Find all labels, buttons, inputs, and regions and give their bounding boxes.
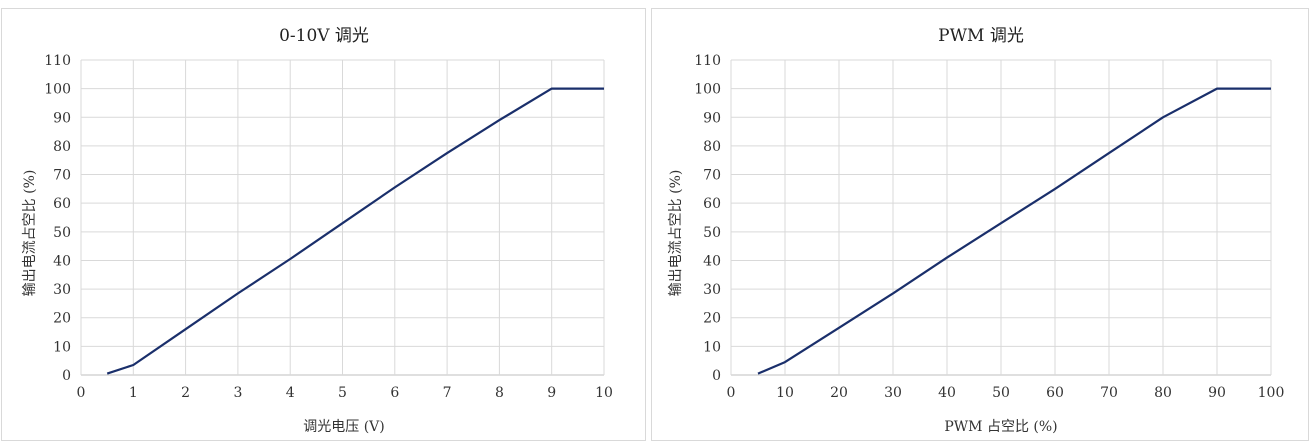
y-tick-label: 80 bbox=[703, 139, 721, 155]
y-tick-label: 20 bbox=[53, 311, 71, 327]
y-tick-label: 60 bbox=[703, 196, 721, 212]
plot-area: 0 10 20 30 40 50 60 70 80 90 100 110 0 10 20 30 40 50 60 70… bbox=[694, 53, 1284, 401]
chart-panel-0-10v: 0-10V 调光 调光电压 (V) 输出电流占空比 (%) 0 10 20 30 40 5… bbox=[1, 8, 646, 441]
chart-title: PWM 调光 bbox=[938, 26, 1024, 46]
y-tick-label: 90 bbox=[703, 110, 721, 126]
y-tick-label: 70 bbox=[703, 168, 721, 184]
series-line bbox=[106, 87, 604, 375]
x-tick-label: 0 bbox=[77, 385, 86, 401]
x-tick-label: 70 bbox=[1100, 385, 1118, 401]
y-tick-label: 80 bbox=[53, 139, 71, 155]
x-tick-label: 30 bbox=[884, 385, 902, 401]
x-tick-label: 3 bbox=[233, 385, 242, 401]
x-tick-label: 2 bbox=[181, 385, 190, 401]
y-tick-label: 10 bbox=[703, 339, 721, 355]
y-tick-label: 30 bbox=[703, 282, 721, 298]
y-axis-label: 输出电流占空比 (%) bbox=[22, 170, 38, 297]
y-tick-label: 0 bbox=[712, 368, 721, 384]
x-tick-label: 7 bbox=[443, 385, 452, 401]
y-tick-label: 110 bbox=[694, 53, 721, 69]
y-tick-label: 20 bbox=[703, 311, 721, 327]
chart-svg-0-10v: 0-10V 调光 调光电压 (V) 输出电流占空比 (%) 0102030405… bbox=[22, 26, 613, 435]
y-tick-label: 100 bbox=[694, 82, 721, 98]
y-tick-label: 70 bbox=[53, 168, 71, 184]
y-tick-label: 30 bbox=[53, 282, 71, 298]
y-axis-label: 输出电流占空比 (%) bbox=[668, 170, 684, 297]
x-tick-label: 10 bbox=[595, 385, 613, 401]
y-tick-label: 60 bbox=[53, 196, 71, 212]
x-tick-label: 80 bbox=[1154, 385, 1172, 401]
x-axis-label: 调光电压 (V) bbox=[303, 419, 384, 435]
x-tick-label: 40 bbox=[938, 385, 956, 401]
x-tick-label: 1 bbox=[129, 385, 138, 401]
x-tick-label: 100 bbox=[1258, 385, 1285, 401]
x-tick-label: 4 bbox=[286, 385, 295, 401]
y-tick-label: 90 bbox=[53, 110, 71, 126]
y-tick-label: 10 bbox=[53, 339, 71, 355]
x-tick-label: 9 bbox=[547, 385, 556, 401]
x-tick-label: 6 bbox=[390, 385, 399, 401]
x-tick-label: 60 bbox=[1046, 385, 1064, 401]
x-tick-label: 20 bbox=[830, 385, 848, 401]
y-tick-label: 40 bbox=[703, 253, 721, 269]
x-tick-label: 5 bbox=[338, 385, 347, 401]
y-tick-label: 40 bbox=[53, 253, 71, 269]
plot-area: 0 10 20 30 40 50 60 70 80 90 100 110 0 1 2 3 4 5 6 7 8 9 10 bbox=[44, 53, 613, 401]
chart-svg-pwm: PWM 调光 PWM 占空比 (%) 输出电流占空比 (%) 0 10 20 30 40… bbox=[668, 26, 1284, 435]
chart-title: 0-10V 调光 bbox=[279, 26, 369, 46]
y-tick-label: 100 bbox=[44, 82, 71, 98]
y-tick-label: 50 bbox=[53, 225, 71, 241]
y-tick-label: 50 bbox=[703, 225, 721, 241]
x-tick-label: 8 bbox=[495, 385, 504, 401]
x-tick-label: 0 bbox=[727, 385, 736, 401]
y-tick-label: 0 bbox=[62, 368, 71, 384]
x-tick-label: 10 bbox=[776, 385, 794, 401]
y-tick-label: 110 bbox=[44, 53, 71, 69]
series-line bbox=[757, 87, 1271, 375]
chart-panel-pwm: PWM 调光 PWM 占空比 (%) 输出电流占空比 (%) 0 10 20 30 40… bbox=[651, 8, 1309, 441]
x-tick-label: 50 bbox=[992, 385, 1010, 401]
x-axis-label: PWM 占空比 (%) bbox=[944, 419, 1057, 435]
x-tick-label: 90 bbox=[1208, 385, 1226, 401]
